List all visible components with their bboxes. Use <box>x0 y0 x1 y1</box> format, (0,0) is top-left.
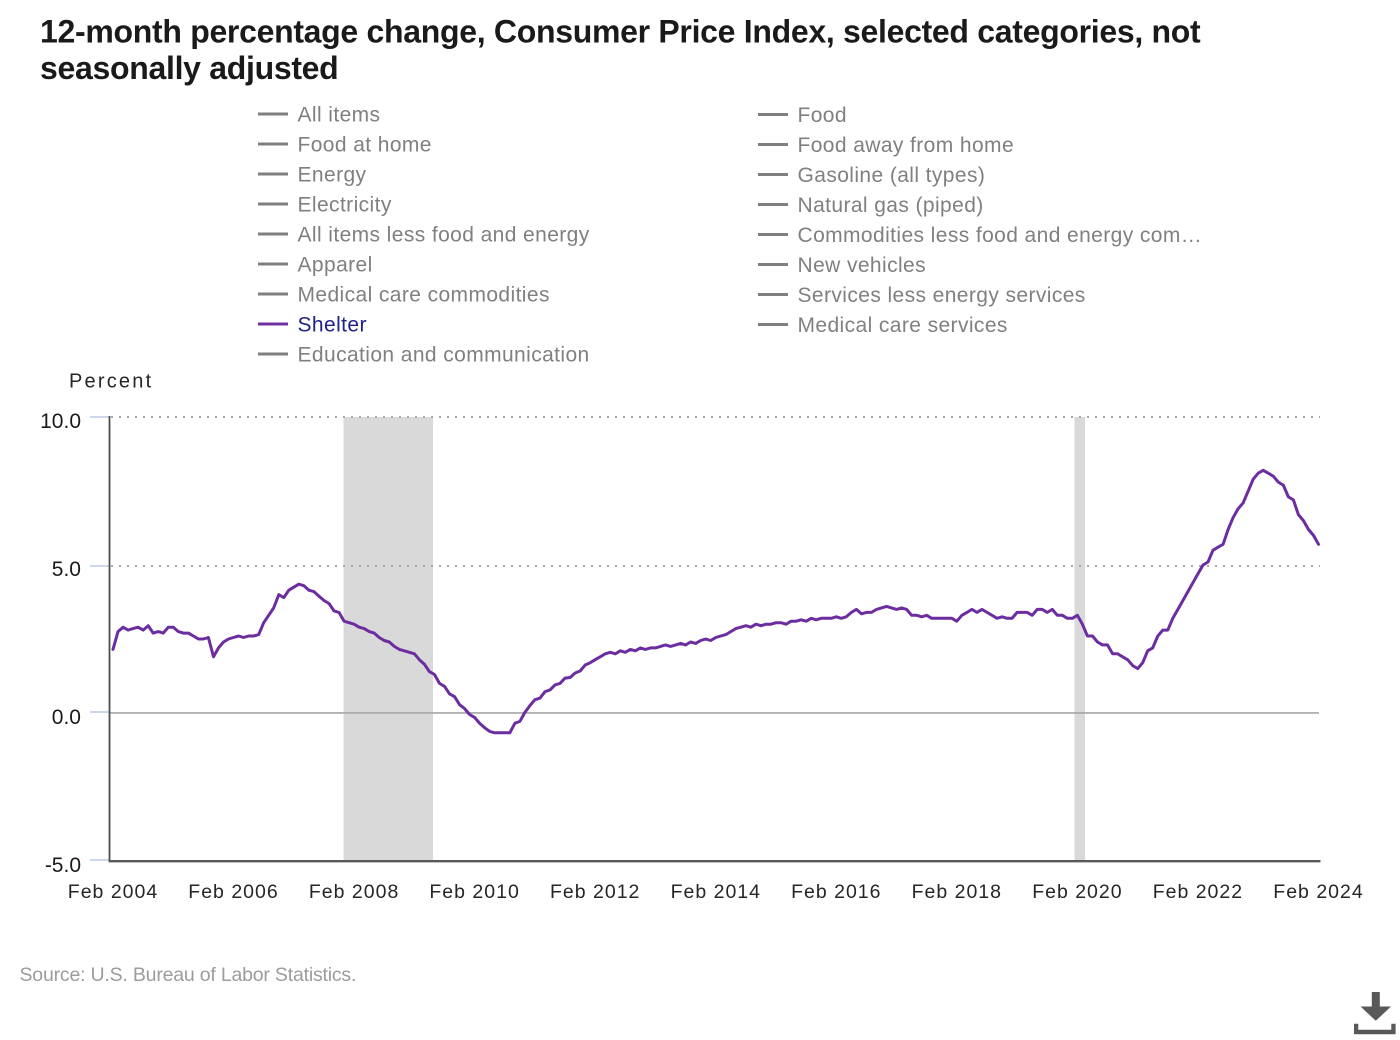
svg-text:Feb 2018: Feb 2018 <box>912 881 1002 903</box>
svg-text:Medical care services: Medical care services <box>798 314 1008 337</box>
svg-text:Services less energy services: Services less energy services <box>798 284 1086 307</box>
svg-text:Feb 2012: Feb 2012 <box>550 881 640 903</box>
svg-text:All items less food and energy: All items less food and energy <box>298 224 590 247</box>
svg-text:Education and communication: Education and communication <box>298 344 590 367</box>
svg-text:5.0: 5.0 <box>52 558 81 581</box>
svg-text:seasonally adjusted: seasonally adjusted <box>40 50 338 86</box>
svg-text:Feb 2010: Feb 2010 <box>429 881 519 903</box>
svg-text:10.0: 10.0 <box>40 410 81 433</box>
svg-text:Percent: Percent <box>69 371 153 393</box>
svg-text:Food at home: Food at home <box>298 134 432 157</box>
svg-text:Apparel: Apparel <box>298 254 373 277</box>
svg-text:Feb 2014: Feb 2014 <box>671 881 761 903</box>
svg-text:Food away from home: Food away from home <box>798 134 1015 157</box>
svg-text:New vehicles: New vehicles <box>798 254 927 277</box>
svg-text:Feb 2022: Feb 2022 <box>1153 881 1243 903</box>
svg-text:Feb 2020: Feb 2020 <box>1032 881 1122 903</box>
svg-text:Food: Food <box>798 104 847 127</box>
svg-text:Feb 2016: Feb 2016 <box>791 881 881 903</box>
svg-text:Medical care commodities: Medical care commodities <box>298 284 550 307</box>
svg-text:0.0: 0.0 <box>52 706 81 729</box>
svg-text:Source: U.S. Bureau of Labor S: Source: U.S. Bureau of Labor Statistics. <box>20 964 357 986</box>
svg-text:Feb 2006: Feb 2006 <box>188 881 278 903</box>
svg-text:12-month percentage change, Co: 12-month percentage change, Consumer Pri… <box>40 14 1201 50</box>
svg-text:All items: All items <box>298 104 381 127</box>
svg-text:Feb 2024: Feb 2024 <box>1273 881 1363 903</box>
svg-text:Feb 2004: Feb 2004 <box>68 881 158 903</box>
svg-text:Natural gas (piped): Natural gas (piped) <box>798 194 984 217</box>
svg-text:Gasoline (all types): Gasoline (all types) <box>798 164 986 187</box>
svg-text:Shelter: Shelter <box>298 314 367 337</box>
svg-text:Energy: Energy <box>298 164 367 187</box>
svg-text:Feb 2008: Feb 2008 <box>309 881 399 903</box>
svg-text:-5.0: -5.0 <box>45 854 81 877</box>
svg-text:Commodities less food and ener: Commodities less food and energy com… <box>798 224 1203 247</box>
svg-text:Electricity: Electricity <box>298 194 392 217</box>
